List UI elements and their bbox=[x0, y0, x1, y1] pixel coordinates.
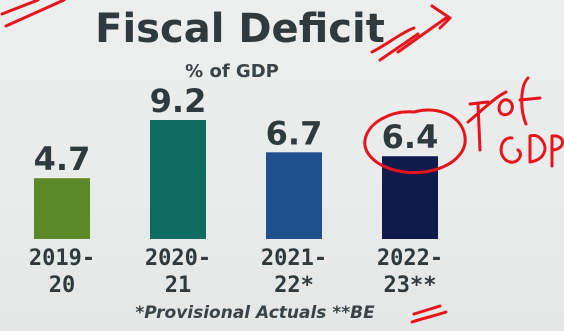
value-label-2: 6.7 bbox=[266, 114, 323, 152]
ink-circle-around-value bbox=[363, 108, 467, 175]
category-label-line1-3: 2022- bbox=[377, 246, 443, 271]
chart-subtitle: % of GDP bbox=[185, 61, 279, 82]
category-label-line1-2: 2021- bbox=[261, 246, 327, 271]
ink-footnote-underline bbox=[410, 304, 448, 324]
value-label-0: 4.7 bbox=[34, 140, 91, 178]
category-label-line2-0: 20 bbox=[49, 273, 76, 298]
chart-title: Fiscal Deficit bbox=[95, 6, 385, 52]
ink-annotation-1 bbox=[468, 100, 490, 152]
category-label-line1-0: 2019- bbox=[29, 246, 95, 271]
category-label-line1-1: 2020- bbox=[145, 246, 211, 271]
ink-annotation-gdp bbox=[499, 134, 564, 168]
value-label-1: 9.2 bbox=[150, 82, 207, 120]
value-label-3: 6.4 bbox=[382, 118, 439, 156]
ink-arrow-line bbox=[466, 90, 508, 124]
chart-footnote: *Provisional Actuals **BE bbox=[135, 303, 375, 323]
bar-1 bbox=[150, 120, 206, 239]
category-labels-group: 2019-20 2020-21 2021-22* 2022-23** bbox=[29, 246, 443, 298]
handwritten-annotations bbox=[0, 0, 564, 324]
bar-0 bbox=[34, 178, 90, 239]
ink-annotation-percent bbox=[497, 76, 542, 126]
bars-group bbox=[34, 120, 438, 239]
value-labels-group: 4.7 9.2 6.7 6.4 bbox=[34, 82, 439, 178]
category-label-line2-3: 23** bbox=[384, 273, 437, 298]
ink-stroke-top-left bbox=[4, 0, 66, 28]
ink-title-underline-scribble bbox=[370, 4, 452, 62]
bar-2 bbox=[266, 152, 322, 239]
ink-stroke-top-left-2 bbox=[0, 0, 40, 16]
category-label-line2-2: 22* bbox=[274, 273, 314, 298]
category-label-line2-1: 21 bbox=[165, 273, 192, 298]
